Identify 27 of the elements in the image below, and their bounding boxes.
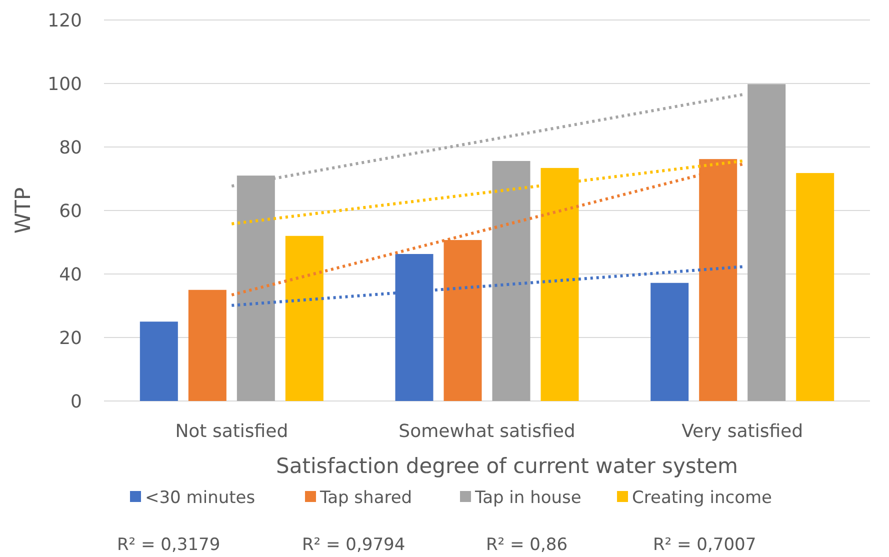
x-tick-label: Very satisfied	[682, 421, 804, 442]
text: R² = 0,9794	[302, 535, 406, 555]
x-tick-label: Somewhat satisfied	[398, 421, 576, 442]
bar	[650, 282, 689, 401]
bar	[796, 173, 834, 401]
x-tick-label: Not satisfied	[175, 421, 288, 442]
y-tick-label: 120	[48, 10, 82, 32]
text: R² = 0,3179	[117, 535, 220, 555]
y-tick-label: 0	[70, 391, 82, 412]
bar	[285, 236, 324, 401]
legend-label: Creating income	[632, 488, 772, 508]
legend-label: Tap shared	[319, 488, 412, 508]
y-tick-label: 20	[59, 328, 82, 349]
x-axis-title: Satisfaction degree of current water system	[276, 454, 738, 478]
text: R² = 0,86	[486, 535, 568, 555]
legend-label: <30 minutes	[145, 488, 256, 508]
y-axis-title: WTP	[11, 187, 35, 234]
text: R² = 0,7007	[653, 535, 756, 555]
bar	[748, 84, 786, 401]
bar	[492, 160, 530, 401]
y-tick-label: 100	[48, 74, 82, 95]
y-tick-label: 80	[59, 137, 82, 158]
bar	[188, 290, 226, 401]
y-tick-label: 40	[59, 264, 82, 286]
bar	[140, 322, 178, 401]
y-tick-label: 60	[59, 200, 82, 222]
legend-label: Tap in house	[474, 488, 582, 508]
